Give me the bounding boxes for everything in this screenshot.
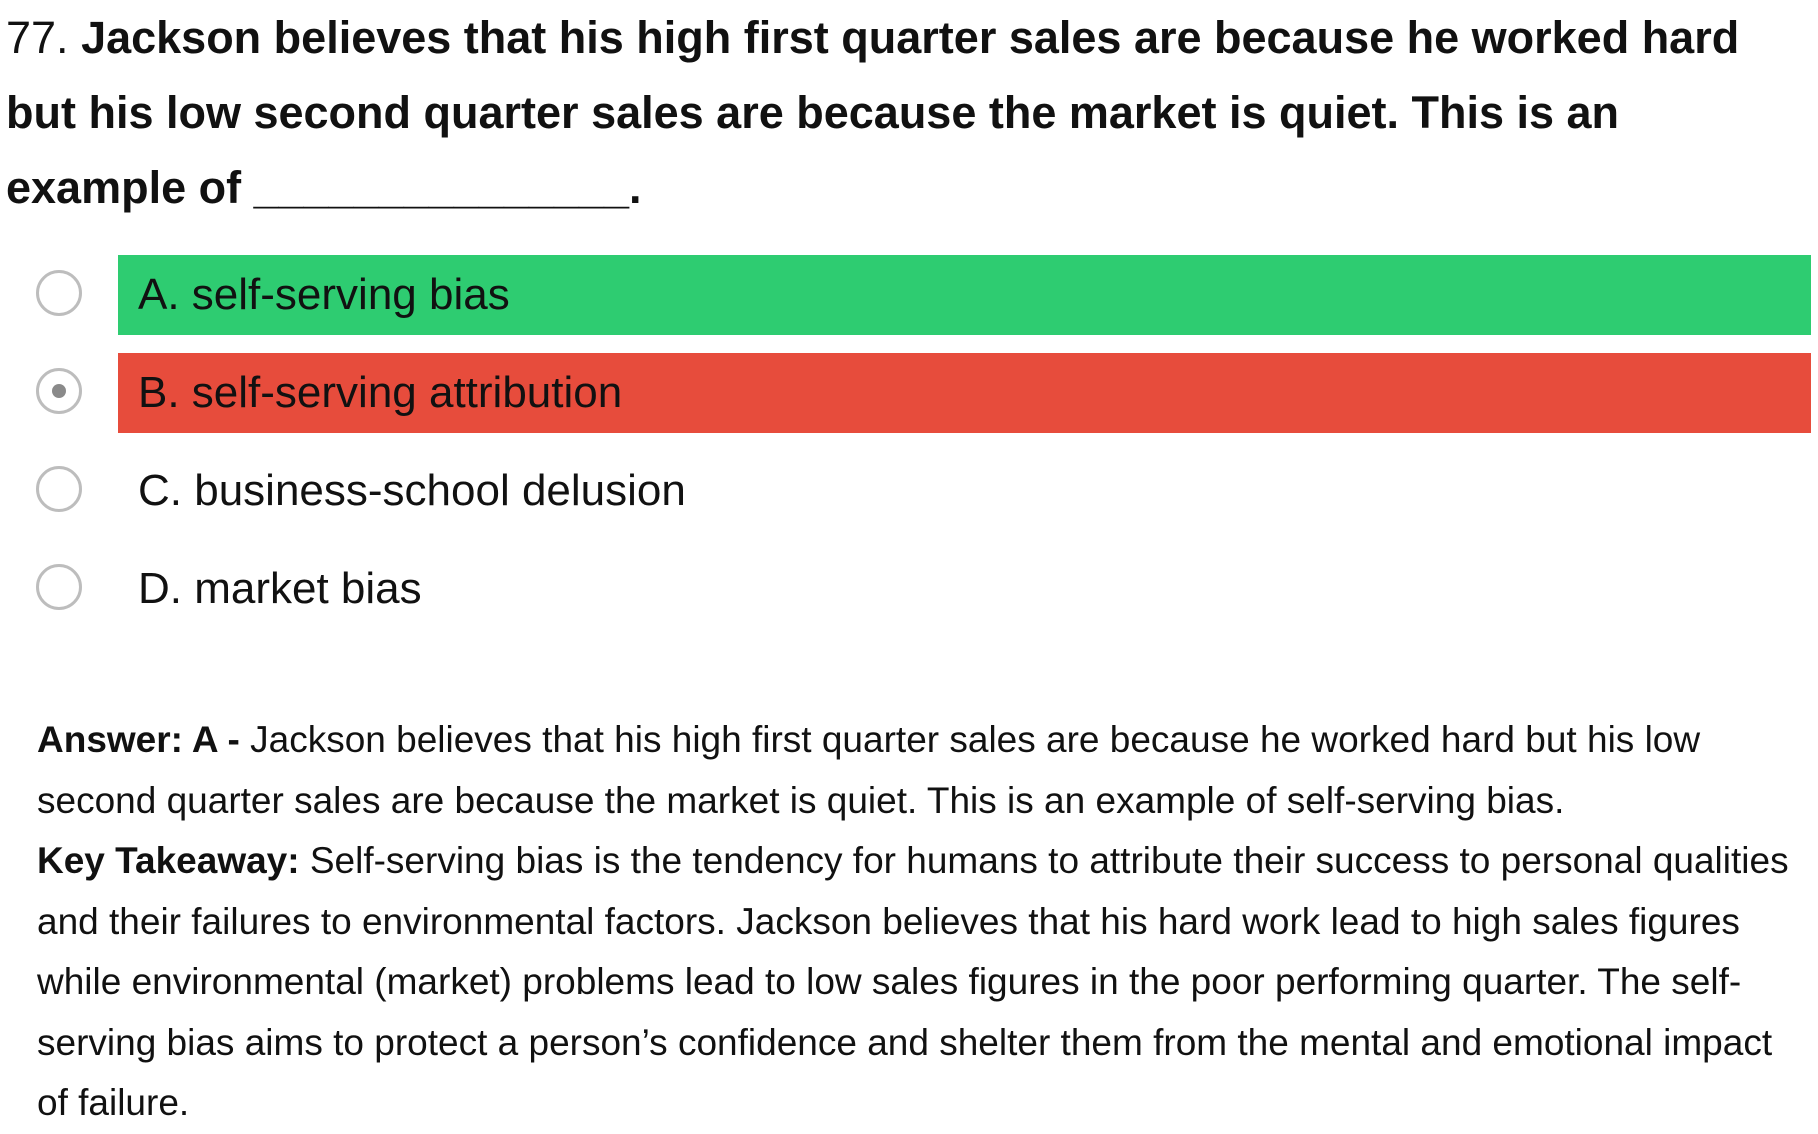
option-d-row: D. market bias <box>118 549 1811 629</box>
key-takeaway-text: Self-serving bias is the tendency for hu… <box>37 840 1789 1123</box>
option-b-label: B. self-serving attribution <box>138 368 623 417</box>
option-c-label: C. business-school delusion <box>138 466 686 515</box>
answer-heading: Answer: A - <box>37 719 251 760</box>
question-text: 77. Jackson believes that his high first… <box>6 0 1796 225</box>
answer-text: Jackson believes that his high first qua… <box>37 719 1701 821</box>
key-takeaway-heading: Key Takeaway: <box>37 840 310 881</box>
option-d-label: D. market bias <box>138 564 422 613</box>
question-prompt: Jackson believes that his high first qua… <box>6 12 1740 213</box>
option-d[interactable]: D. market bias <box>0 549 1818 629</box>
radio-icon[interactable] <box>36 466 82 512</box>
radio-icon[interactable] <box>36 270 82 316</box>
radio-icon[interactable] <box>36 564 82 610</box>
option-c-row: C. business-school delusion <box>118 451 1811 531</box>
option-c[interactable]: C. business-school delusion <box>0 451 1818 531</box>
option-b[interactable]: B. self-serving attribution <box>0 353 1818 433</box>
question-number: 77. <box>6 12 82 63</box>
option-a-highlight: A. self-serving bias <box>118 255 1811 335</box>
option-a-label: A. self-serving bias <box>138 270 510 319</box>
answer-explanation: Answer: A - Jackson believes that his hi… <box>37 710 1807 1134</box>
option-b-highlight: B. self-serving attribution <box>118 353 1811 433</box>
radio-selected-icon[interactable] <box>36 368 82 414</box>
option-a[interactable]: A. self-serving bias <box>0 255 1818 335</box>
